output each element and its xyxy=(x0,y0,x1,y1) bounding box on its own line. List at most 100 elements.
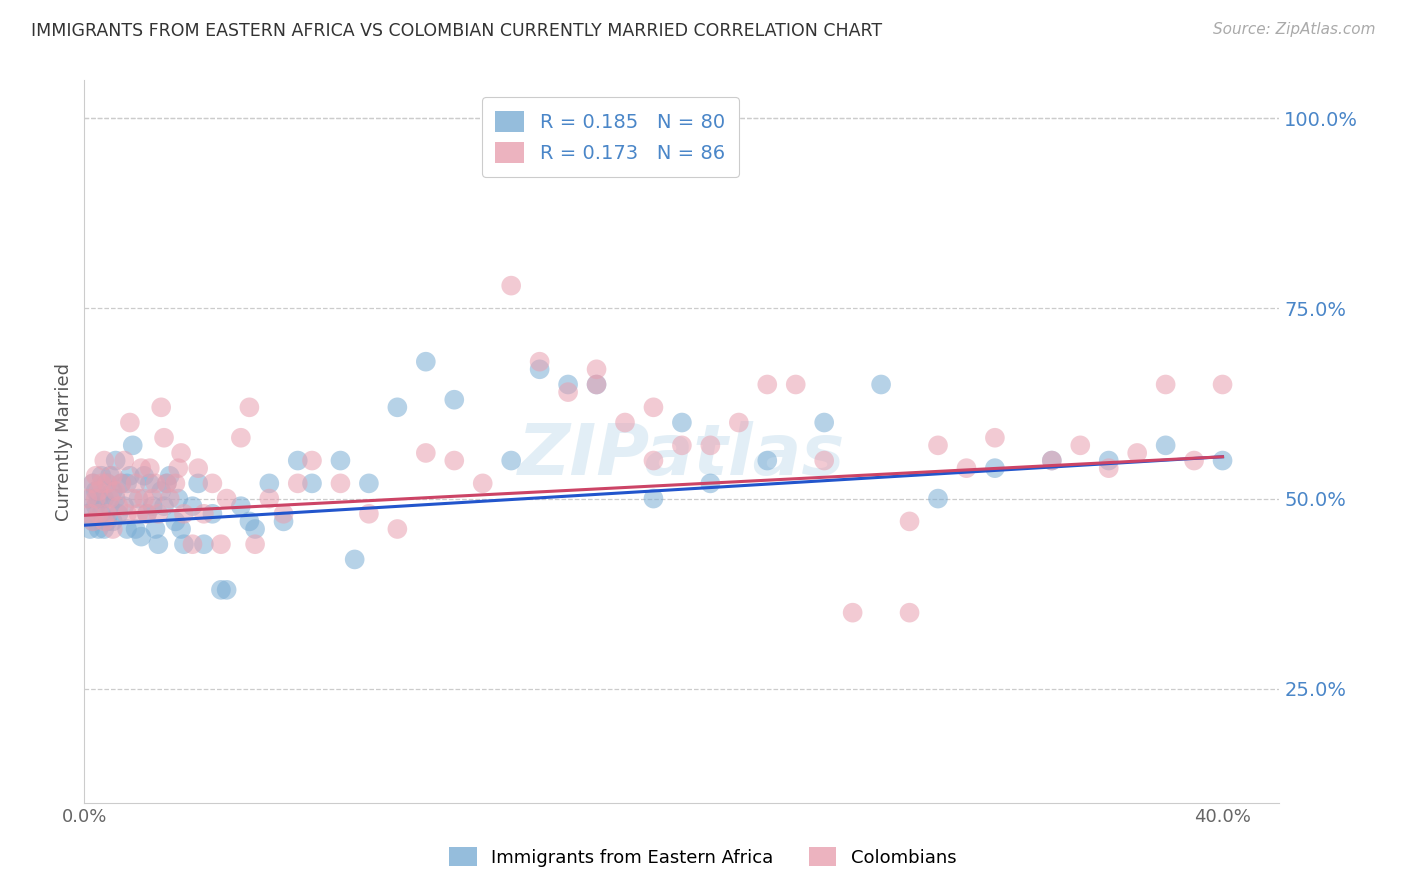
Point xyxy=(841,606,863,620)
Point xyxy=(98,491,121,506)
Point xyxy=(1069,438,1091,452)
Point xyxy=(870,377,893,392)
Point xyxy=(243,522,266,536)
Point xyxy=(139,476,162,491)
Point xyxy=(1098,461,1121,475)
Point xyxy=(229,499,252,513)
Point xyxy=(118,416,141,430)
Point xyxy=(238,401,260,415)
Point xyxy=(110,476,132,491)
Point xyxy=(79,491,101,506)
Point xyxy=(84,483,107,498)
Y-axis label: Currently Married: Currently Married xyxy=(55,362,73,521)
Point xyxy=(173,507,195,521)
Point xyxy=(112,499,135,513)
Point xyxy=(215,582,238,597)
Point xyxy=(1040,453,1063,467)
Point xyxy=(1098,453,1121,467)
Point xyxy=(159,491,181,506)
Point xyxy=(699,476,721,491)
Point xyxy=(984,431,1007,445)
Point xyxy=(529,354,551,368)
Point xyxy=(150,483,173,498)
Point xyxy=(150,401,173,415)
Point xyxy=(238,515,260,529)
Point xyxy=(201,507,224,521)
Point xyxy=(585,362,607,376)
Point xyxy=(529,362,551,376)
Point xyxy=(259,491,281,506)
Point xyxy=(215,491,238,506)
Point xyxy=(273,507,295,521)
Point xyxy=(115,476,138,491)
Point xyxy=(107,499,129,513)
Point xyxy=(1040,453,1063,467)
Point xyxy=(415,446,437,460)
Point xyxy=(287,476,309,491)
Point xyxy=(84,499,107,513)
Point xyxy=(343,552,366,566)
Point xyxy=(142,499,165,513)
Point xyxy=(643,401,665,415)
Legend: Immigrants from Eastern Africa, Colombians: Immigrants from Eastern Africa, Colombia… xyxy=(443,840,963,874)
Point xyxy=(132,468,156,483)
Point xyxy=(671,438,693,452)
Point xyxy=(139,461,162,475)
Point xyxy=(756,453,779,467)
Point xyxy=(129,530,152,544)
Point xyxy=(136,507,159,521)
Point xyxy=(287,453,309,467)
Point xyxy=(187,476,209,491)
Point xyxy=(79,522,101,536)
Point xyxy=(471,476,494,491)
Point xyxy=(121,438,143,452)
Point xyxy=(927,491,949,506)
Point xyxy=(148,537,170,551)
Point xyxy=(101,522,124,536)
Point xyxy=(87,522,110,536)
Point xyxy=(98,499,121,513)
Legend: R = 0.185   N = 80, R = 0.173   N = 86: R = 0.185 N = 80, R = 0.173 N = 86 xyxy=(482,97,738,177)
Point xyxy=(329,476,352,491)
Point xyxy=(1154,377,1177,392)
Point xyxy=(699,438,721,452)
Point xyxy=(93,515,115,529)
Point xyxy=(357,476,380,491)
Point xyxy=(87,483,110,498)
Point xyxy=(96,507,118,521)
Point xyxy=(79,507,101,521)
Point xyxy=(107,507,129,521)
Point xyxy=(209,537,232,551)
Point xyxy=(585,377,607,392)
Point xyxy=(156,476,179,491)
Point xyxy=(93,453,115,467)
Point xyxy=(167,491,190,506)
Point xyxy=(955,461,977,475)
Point xyxy=(301,476,323,491)
Point xyxy=(193,537,215,551)
Point xyxy=(142,491,165,506)
Point xyxy=(82,476,104,491)
Point xyxy=(727,416,749,430)
Point xyxy=(443,453,465,467)
Point xyxy=(127,507,149,521)
Point xyxy=(145,476,167,491)
Point xyxy=(84,468,107,483)
Point xyxy=(415,354,437,368)
Point xyxy=(115,522,138,536)
Point xyxy=(585,377,607,392)
Point xyxy=(170,522,193,536)
Point xyxy=(501,453,523,467)
Point xyxy=(129,461,152,475)
Point xyxy=(756,377,779,392)
Point xyxy=(671,416,693,430)
Point xyxy=(643,453,665,467)
Point xyxy=(173,537,195,551)
Point xyxy=(181,499,204,513)
Point xyxy=(110,476,132,491)
Point xyxy=(785,377,807,392)
Point xyxy=(898,515,921,529)
Point xyxy=(243,537,266,551)
Point xyxy=(156,476,179,491)
Point xyxy=(82,515,104,529)
